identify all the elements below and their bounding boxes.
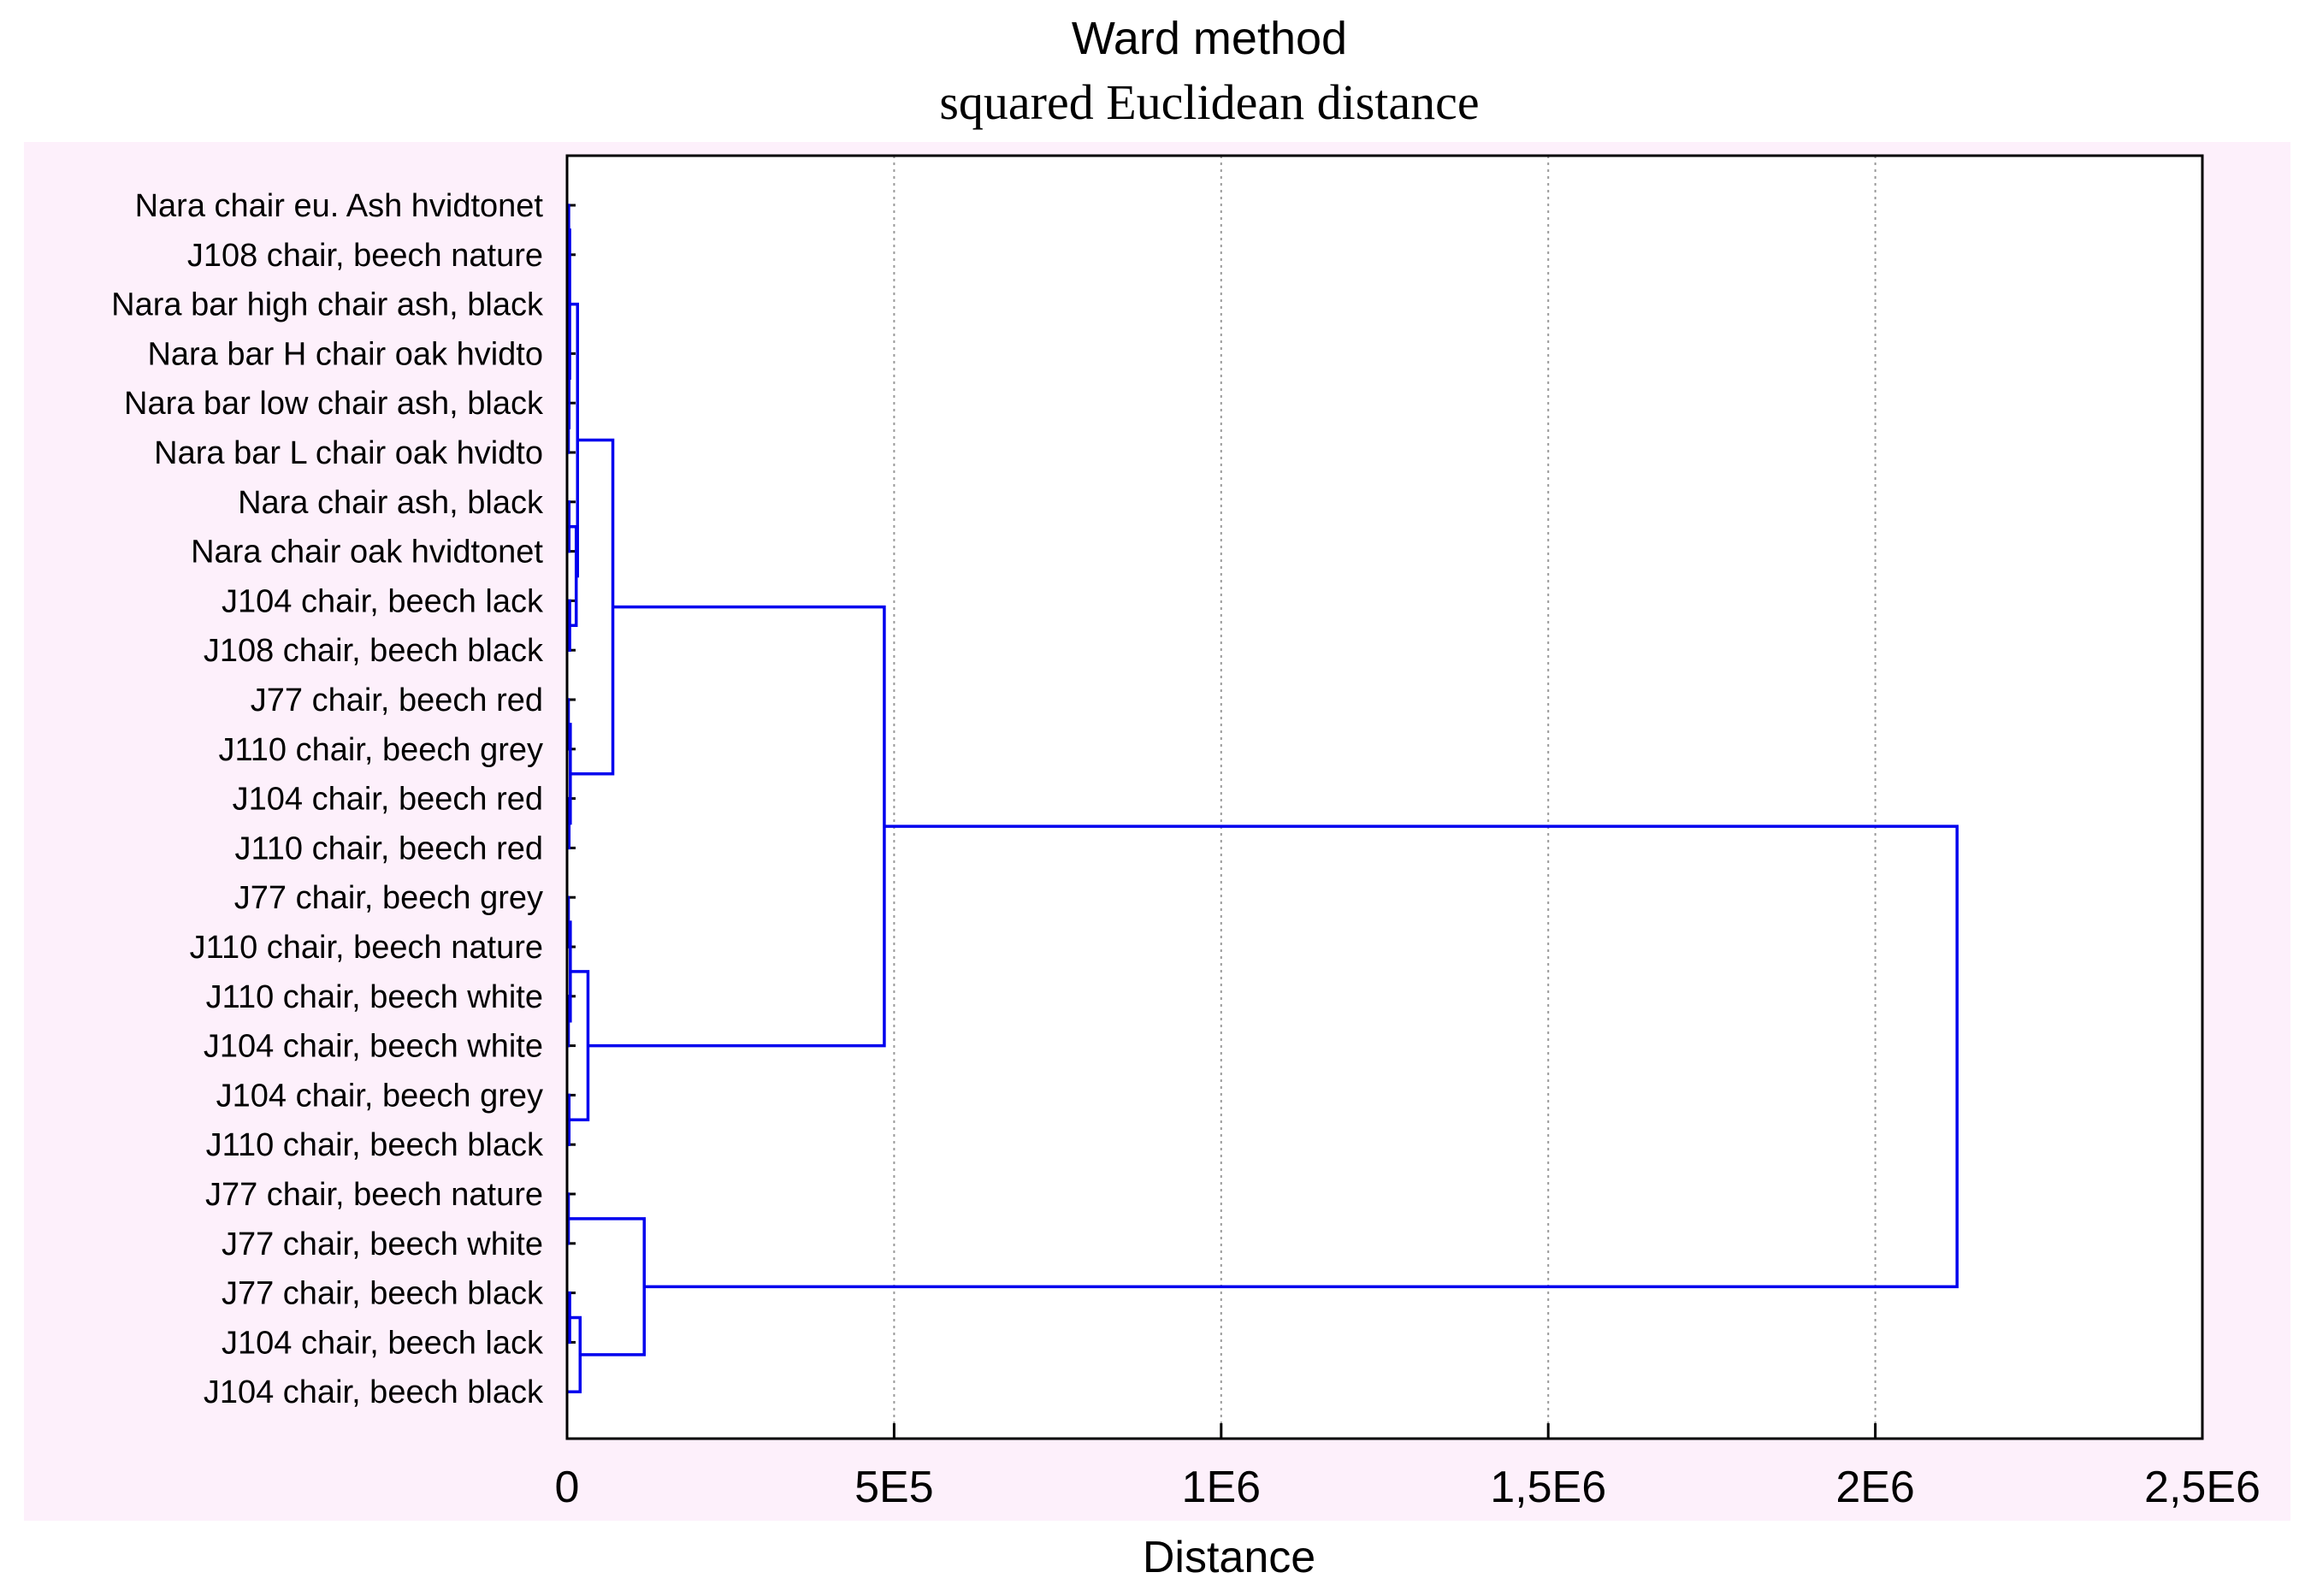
leaf-label: J77 chair, beech white (222, 1227, 543, 1262)
leaf-label: Nara bar H chair oak hvidto (147, 336, 543, 372)
dendrogram-link (568, 1217, 646, 1357)
plot-area (567, 156, 2202, 1439)
leaf-label: J77 chair, beech black (222, 1276, 544, 1312)
leaf-label: Nara bar high chair ash, black (111, 287, 544, 323)
leaf-label: J104 chair, beech red (233, 782, 543, 818)
x-axis-title: Distance (1143, 1533, 1315, 1582)
plot-frame (565, 154, 2204, 1440)
leaf-label: J104 chair, beech lack (222, 583, 544, 619)
x-tick-label: 1E6 (1182, 1463, 1262, 1512)
dendrogram-link (567, 599, 571, 652)
dendrogram-link (644, 825, 1959, 1289)
leaf-labels: Nara chair eu. Ash hvidtonet J108 chair, … (111, 188, 576, 1410)
leaf-label: J108 chair, beech nature (187, 238, 543, 274)
leaf-label: J108 chair, beech black (204, 633, 544, 669)
leaf-label: J104 chair, beech lack (222, 1325, 544, 1361)
leaf-label: J110 chair, beech nature (190, 930, 543, 966)
dendrogram-link (567, 1291, 571, 1345)
leaf-label: J104 chair, beech grey (216, 1078, 543, 1114)
leaf-label: J77 chair, beech nature (205, 1177, 543, 1213)
gridlines (893, 156, 1877, 1439)
leaf-label: Nara chair oak hvidtonet (191, 535, 543, 570)
leaf-label: J110 chair, beech red (234, 831, 543, 866)
x-tick-label: 2,5E6 (2144, 1463, 2261, 1512)
leaf-label: J110 chair, beech grey (218, 732, 543, 768)
leaf-label: J77 chair, beech red (251, 683, 543, 718)
chart-title: Ward method (1071, 13, 1348, 64)
leaf-label: J110 chair, beech white (206, 979, 543, 1015)
leaf-label: Nara chair eu. Ash hvidtonet (135, 188, 544, 224)
x-tick-label: 5E5 (854, 1463, 934, 1512)
leaf-label: J104 chair, beech white (204, 1029, 543, 1065)
x-tick-label: 0 (555, 1463, 580, 1512)
x-axis-ticks: 0 5E5 1E6 1,5E6 2E6 2,5E6 (555, 1423, 2261, 1512)
leaf-label: J77 chair, beech grey (234, 880, 543, 916)
dendrogram-link (568, 228, 571, 381)
x-tick-label: 1,5E6 (1490, 1463, 1606, 1512)
x-tick-label: 2E6 (1835, 1463, 1915, 1512)
leaf-label: J104 chair, beech black (204, 1374, 544, 1410)
leaf-label: Nara chair ash, black (238, 485, 544, 521)
chart-subtitle: squared Euclidean distance (939, 74, 1480, 130)
leaf-label: Nara bar low chair ash, black (124, 386, 544, 422)
leaf-label: J110 chair, beech black (206, 1127, 544, 1163)
leaf-label: Nara bar L chair oak hvidto (154, 435, 543, 471)
